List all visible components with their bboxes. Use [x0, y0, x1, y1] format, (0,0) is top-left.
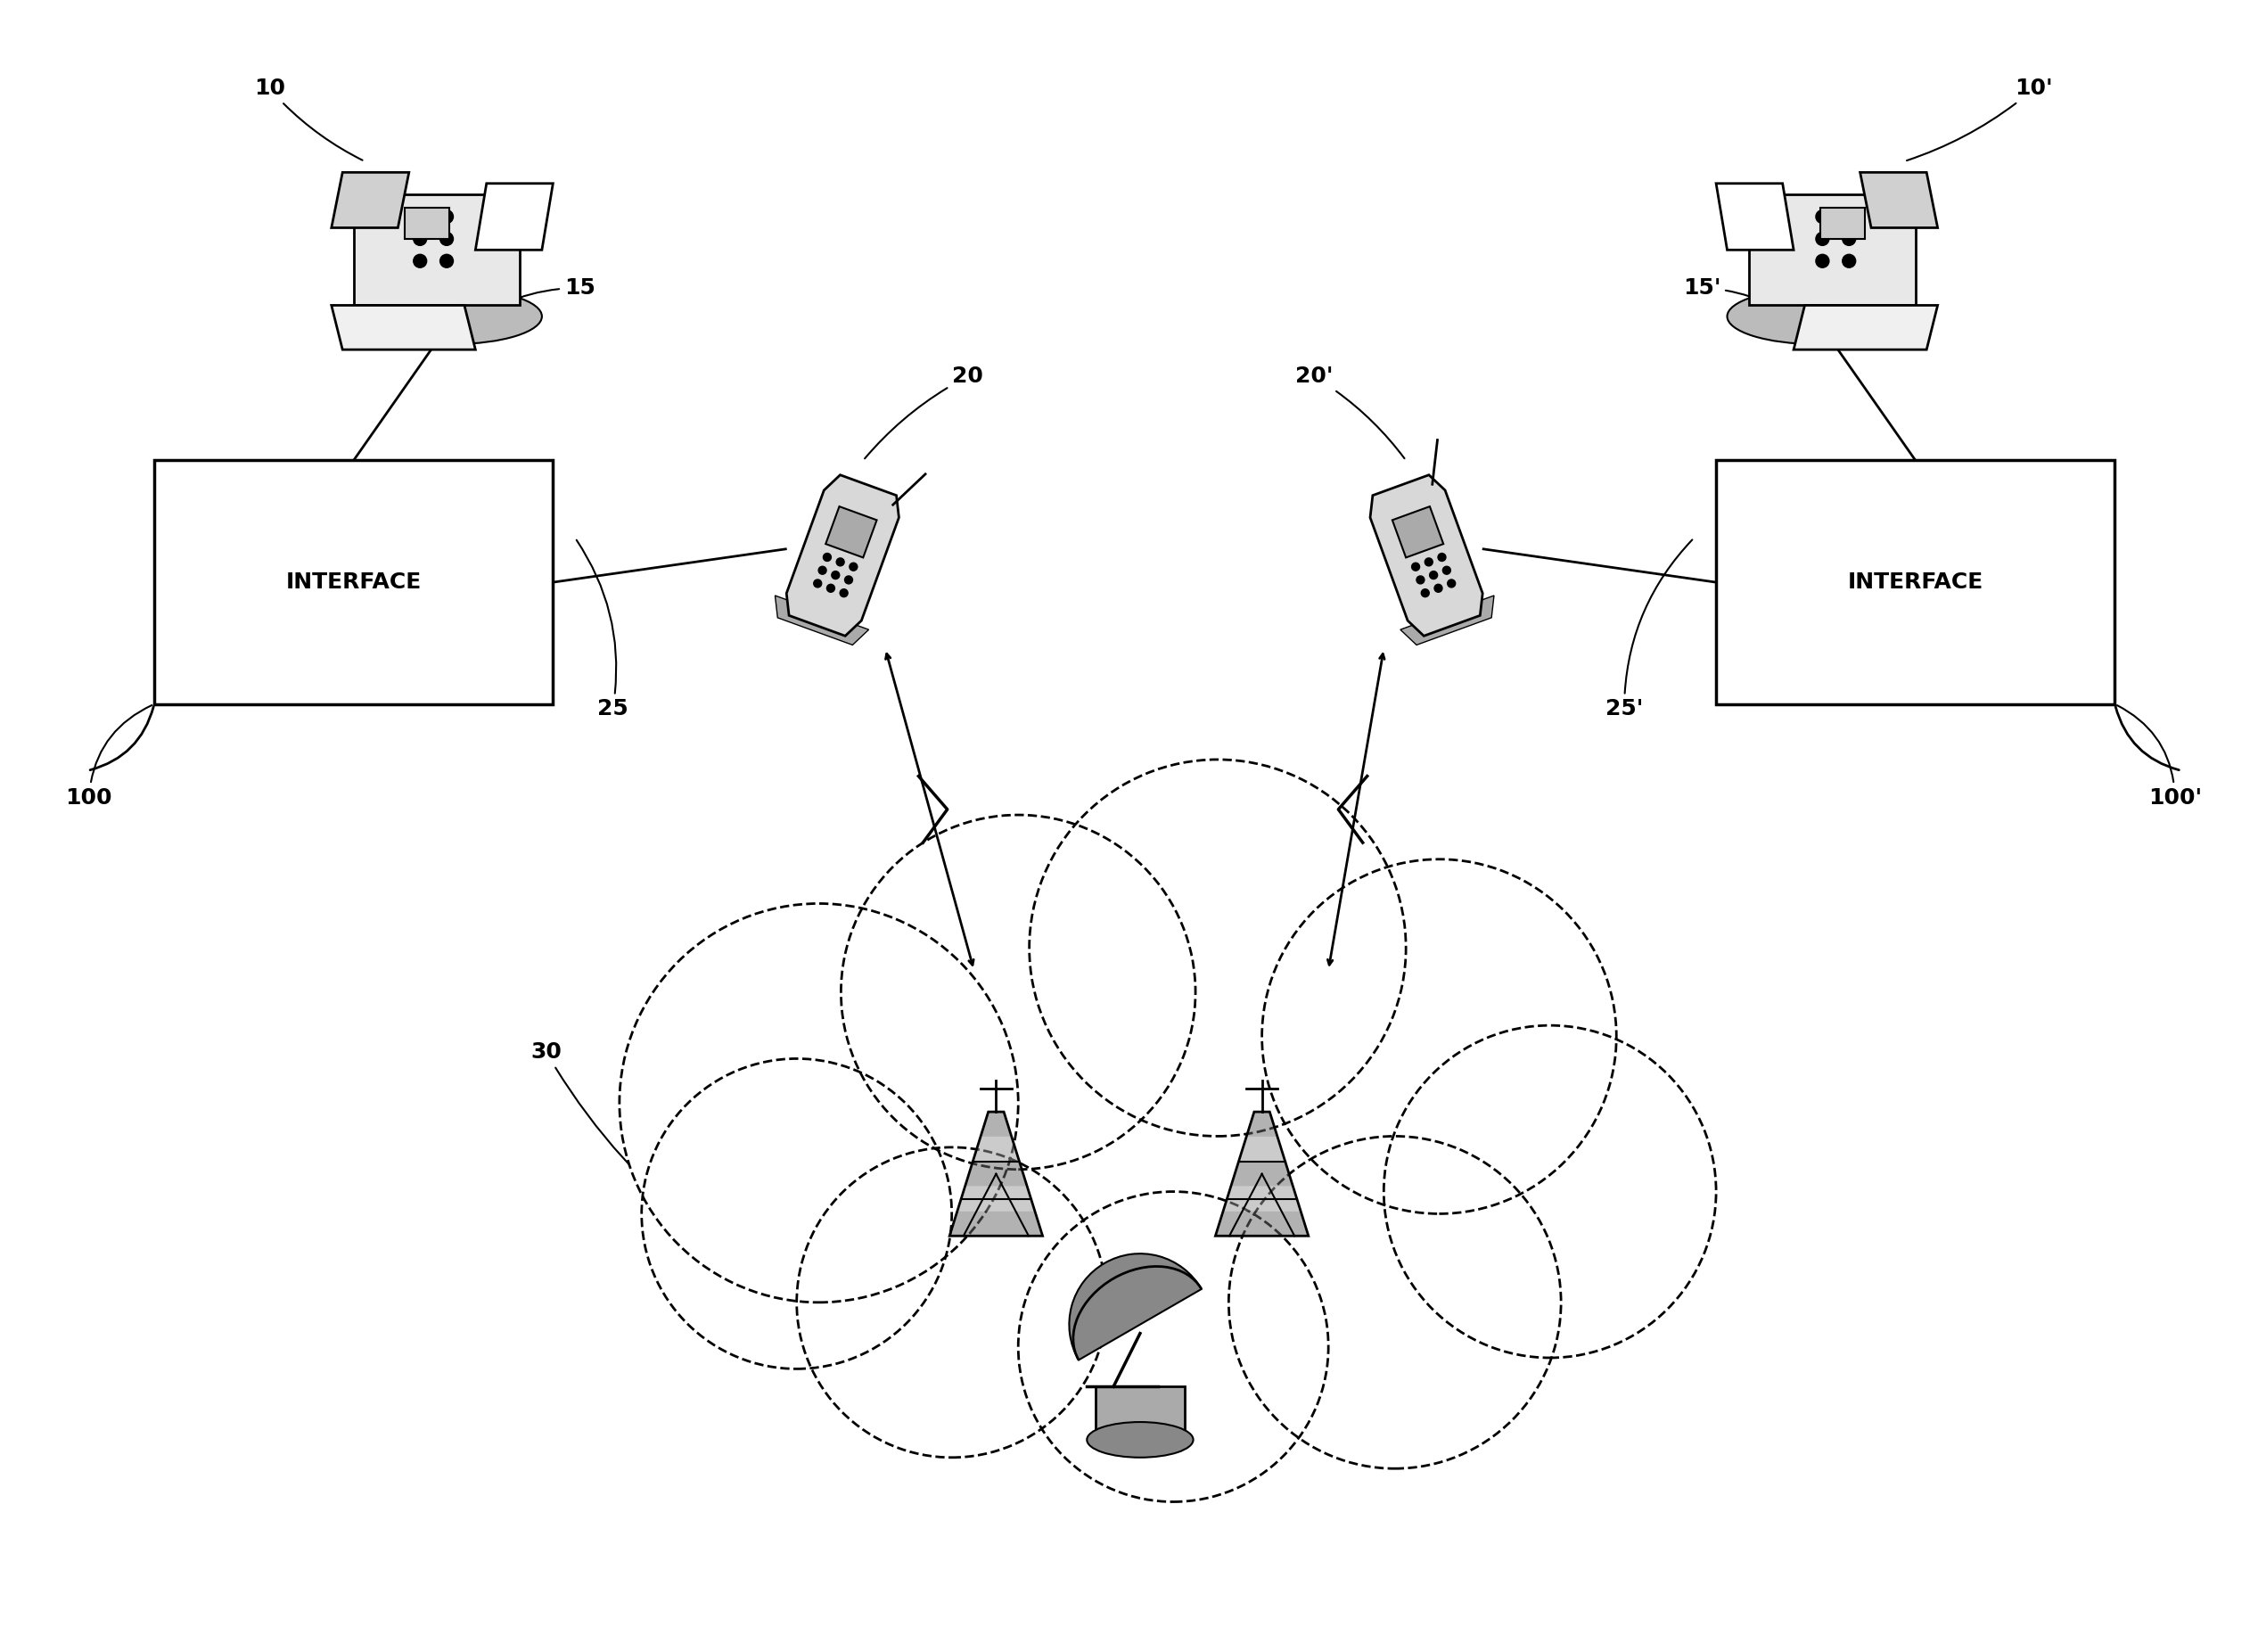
Polygon shape — [476, 183, 553, 249]
Circle shape — [1447, 580, 1456, 588]
Polygon shape — [964, 1161, 1027, 1186]
Polygon shape — [786, 474, 899, 636]
Polygon shape — [1393, 507, 1443, 558]
Circle shape — [1443, 567, 1450, 575]
Polygon shape — [1246, 1112, 1278, 1137]
Wedge shape — [1070, 1254, 1201, 1360]
Circle shape — [1815, 254, 1829, 268]
Text: 10: 10 — [253, 78, 364, 160]
Polygon shape — [1861, 172, 1937, 228]
Text: 100': 100' — [2118, 705, 2202, 808]
Polygon shape — [1716, 183, 1793, 249]
FancyBboxPatch shape — [1716, 461, 2116, 704]
FancyBboxPatch shape — [154, 461, 553, 704]
Circle shape — [1843, 210, 1856, 223]
Ellipse shape — [364, 289, 542, 344]
Text: 15: 15 — [456, 278, 596, 337]
Polygon shape — [1371, 474, 1484, 636]
Text: 25: 25 — [576, 540, 628, 720]
Polygon shape — [980, 1112, 1012, 1137]
Circle shape — [844, 577, 854, 583]
Circle shape — [1416, 577, 1425, 583]
Circle shape — [619, 904, 1018, 1302]
Polygon shape — [1215, 1211, 1307, 1236]
Polygon shape — [826, 507, 876, 558]
Circle shape — [1030, 760, 1407, 1137]
Polygon shape — [1224, 1186, 1301, 1211]
Circle shape — [440, 254, 454, 268]
Polygon shape — [951, 1211, 1043, 1236]
Ellipse shape — [1086, 1422, 1192, 1457]
Polygon shape — [957, 1186, 1034, 1211]
Text: 10': 10' — [1906, 78, 2053, 160]
Polygon shape — [1240, 1137, 1285, 1161]
Polygon shape — [1793, 306, 1937, 350]
Circle shape — [1262, 859, 1617, 1214]
Polygon shape — [332, 306, 476, 350]
Text: 15': 15' — [1682, 278, 1813, 337]
Circle shape — [1843, 233, 1856, 246]
Text: INTERFACE: INTERFACE — [287, 572, 422, 593]
Text: 20: 20 — [865, 367, 982, 459]
FancyBboxPatch shape — [1095, 1386, 1185, 1441]
Circle shape — [1411, 563, 1420, 570]
Circle shape — [1438, 553, 1445, 562]
Text: 100: 100 — [65, 705, 151, 808]
Circle shape — [1815, 210, 1829, 223]
Circle shape — [797, 1146, 1106, 1457]
FancyBboxPatch shape — [404, 208, 449, 240]
Circle shape — [413, 210, 427, 223]
Circle shape — [1384, 1026, 1716, 1358]
Polygon shape — [1400, 595, 1495, 644]
Circle shape — [835, 558, 844, 567]
Circle shape — [849, 563, 858, 570]
Polygon shape — [355, 195, 519, 306]
Polygon shape — [1750, 195, 1915, 306]
Text: 30: 30 — [531, 1042, 704, 1232]
Circle shape — [824, 553, 831, 562]
Circle shape — [1018, 1191, 1328, 1502]
Circle shape — [1228, 1137, 1560, 1469]
Circle shape — [1420, 590, 1429, 596]
Polygon shape — [973, 1137, 1018, 1161]
Circle shape — [413, 233, 427, 246]
Circle shape — [1429, 572, 1438, 580]
Circle shape — [840, 590, 847, 596]
Ellipse shape — [1727, 289, 1903, 344]
Circle shape — [826, 585, 835, 591]
Circle shape — [1434, 585, 1443, 591]
Text: 20': 20' — [1296, 367, 1404, 458]
Text: INTERFACE: INTERFACE — [1847, 572, 1983, 593]
FancyBboxPatch shape — [1820, 208, 1865, 240]
Circle shape — [817, 567, 826, 575]
Circle shape — [440, 233, 454, 246]
Polygon shape — [1231, 1161, 1294, 1186]
Circle shape — [840, 814, 1194, 1170]
Circle shape — [440, 210, 454, 223]
Circle shape — [413, 254, 427, 268]
Circle shape — [1425, 558, 1434, 567]
Circle shape — [1815, 233, 1829, 246]
Circle shape — [641, 1059, 953, 1370]
Polygon shape — [332, 172, 409, 228]
Circle shape — [1843, 254, 1856, 268]
Circle shape — [813, 580, 822, 588]
Text: 25': 25' — [1605, 540, 1691, 720]
Polygon shape — [774, 595, 869, 644]
Circle shape — [831, 572, 840, 580]
